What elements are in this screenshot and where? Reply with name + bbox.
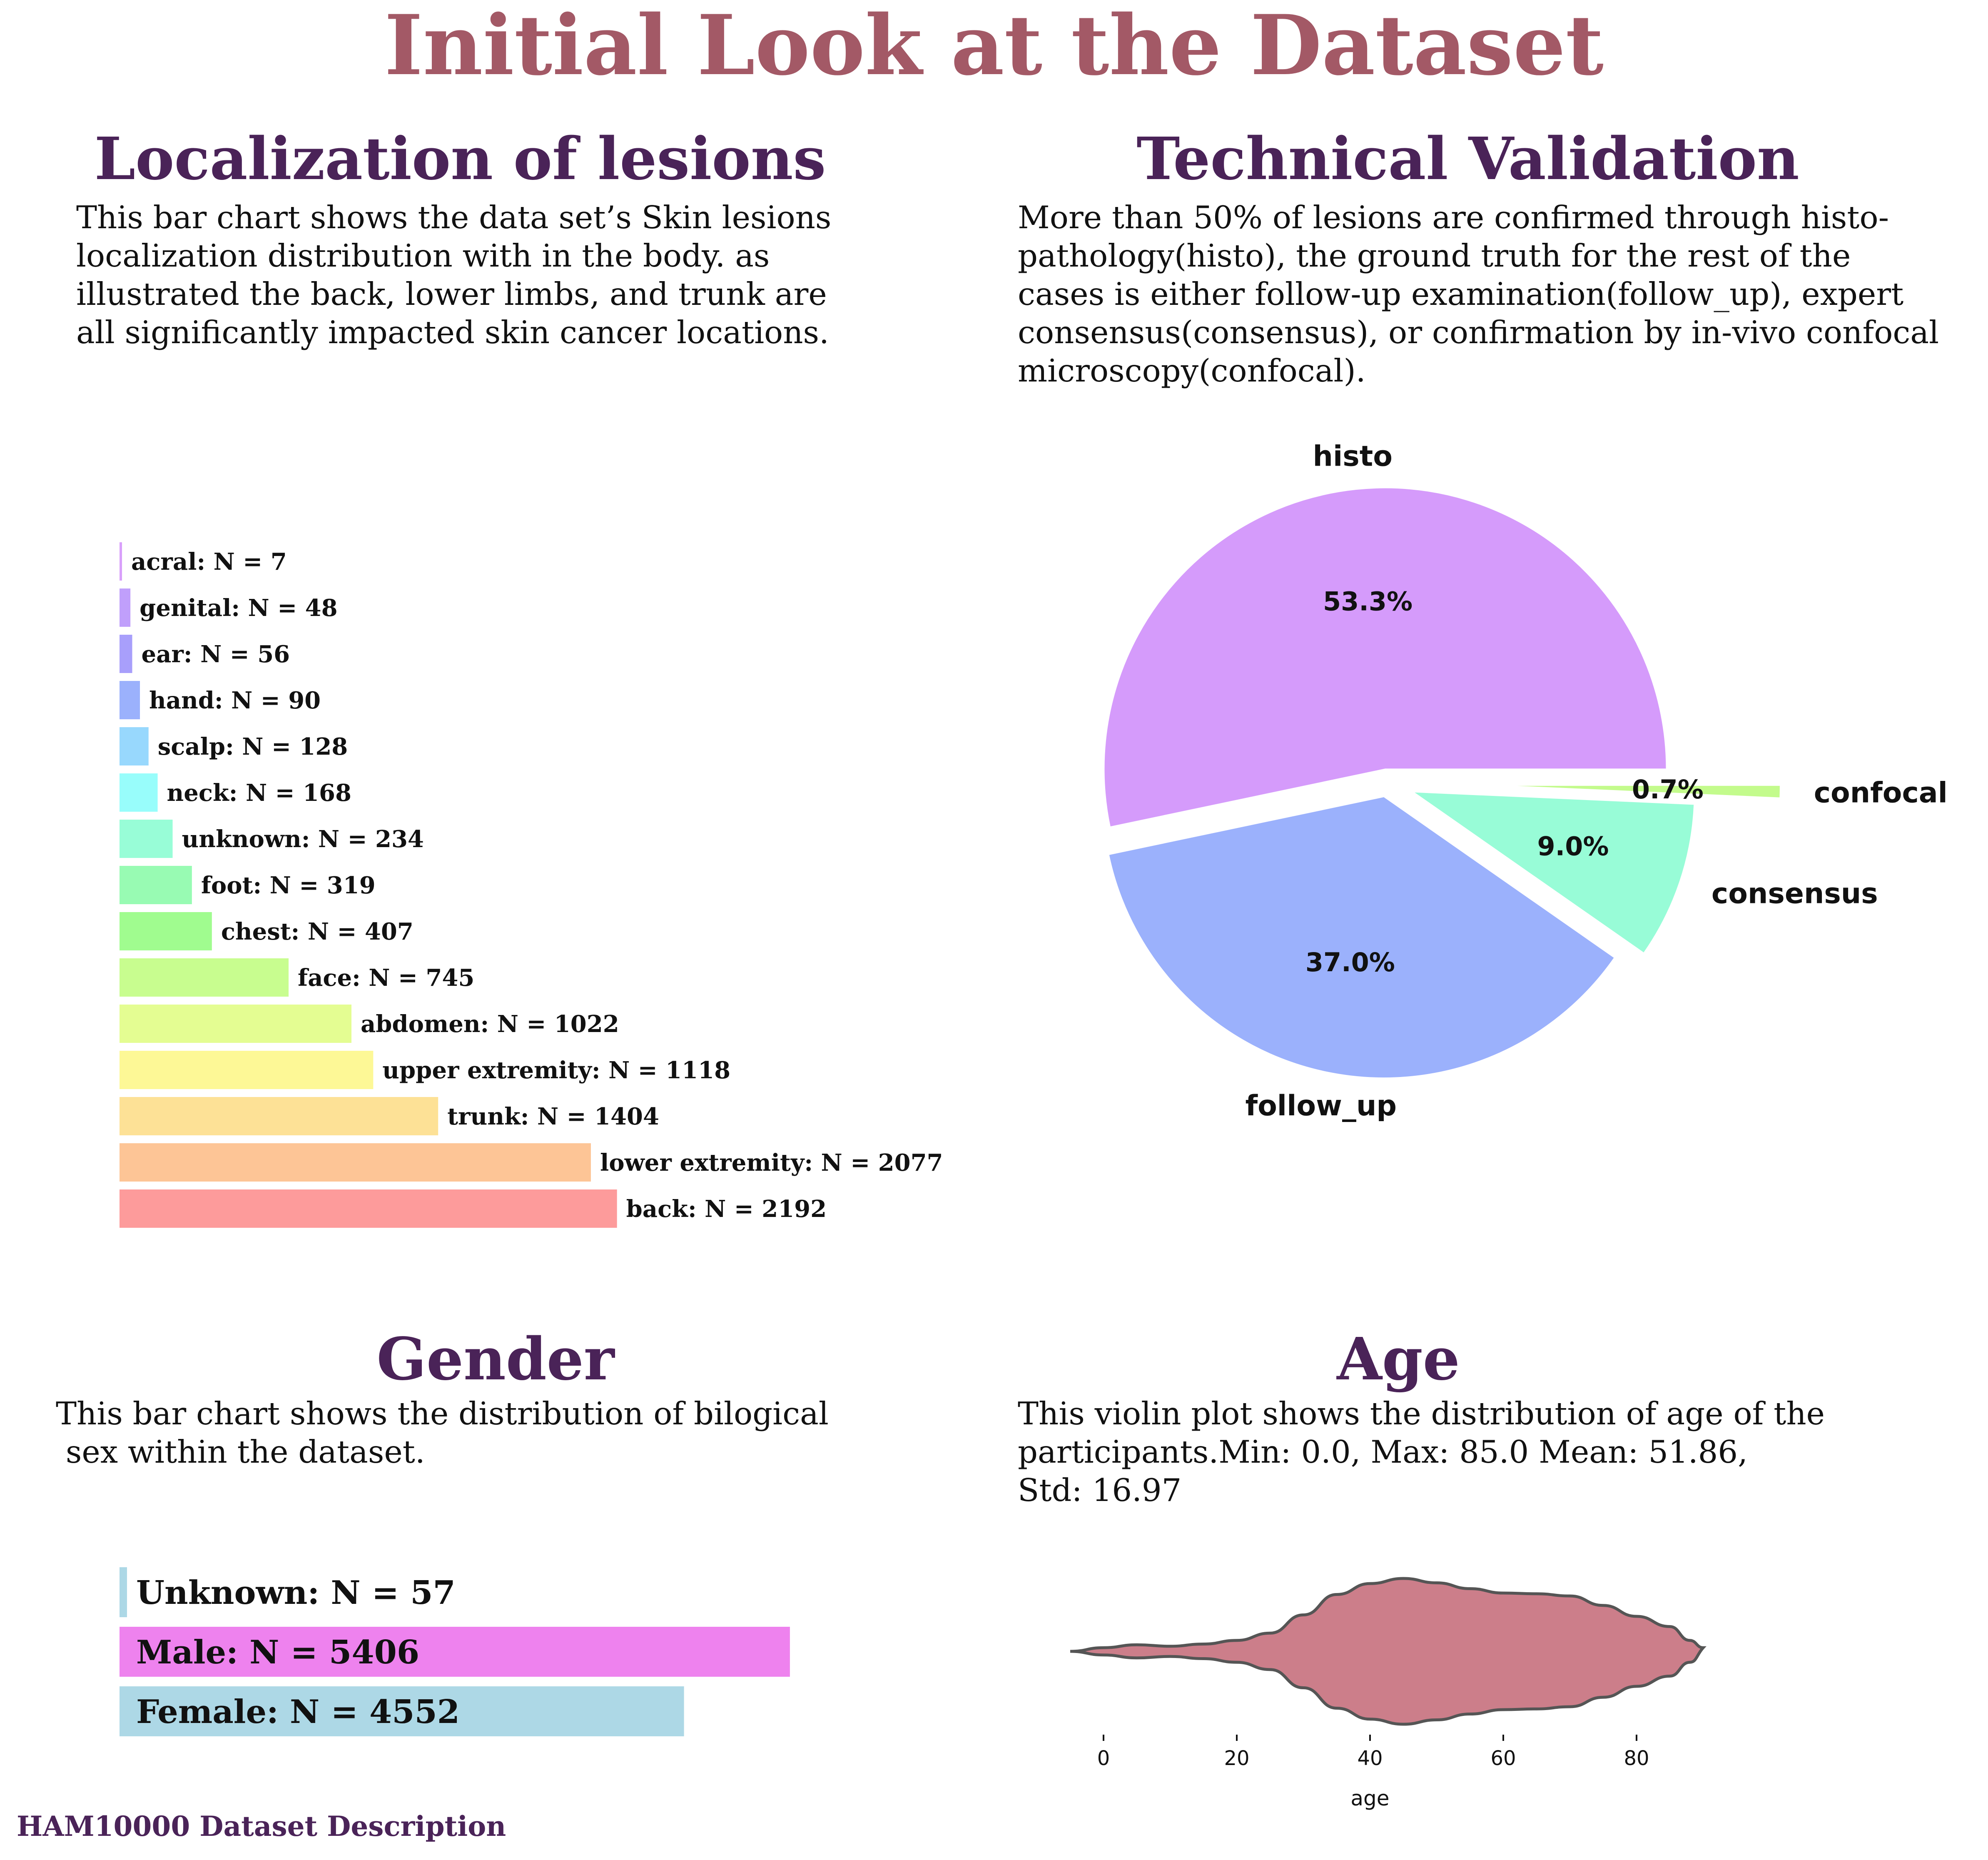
- localization-bar-ear: [120, 635, 132, 673]
- age-violin-plot: 0 20 40 60 80 age: [1070, 1577, 1706, 1810]
- age-violin-body: [1070, 1577, 1706, 1726]
- gender-bar-female: [120, 1686, 684, 1736]
- localization-bar-abdomen: [120, 1005, 351, 1043]
- age-heading: Age: [1336, 1325, 1460, 1394]
- pie-percent-label: 53.3%: [1323, 586, 1413, 617]
- localization-description-line-3: illustrated the back, lower limbs, and t…: [76, 276, 827, 312]
- localization-bar-face: [120, 958, 289, 997]
- localization-bar-trunk: [120, 1097, 438, 1135]
- footer-caption: HAM10000 Dataset Description: [17, 1810, 506, 1843]
- localization-bar-hand: [120, 681, 140, 719]
- localization-bar-label: abdomen: N = 1022: [361, 1010, 619, 1038]
- technical-description-line-3: cases is either follow-up examination(fo…: [1018, 276, 1903, 312]
- localization-bar-label: chest: N = 407: [221, 918, 414, 945]
- gender-description-line-2: sex within the dataset.: [56, 1434, 425, 1470]
- age-axis-tick-label: 0: [1097, 1747, 1110, 1770]
- localization-bar-label: lower extremity: N = 2077: [600, 1149, 943, 1177]
- localization-bar-acral: [120, 542, 122, 581]
- age-description-line-1: This violin plot shows the distribution …: [1018, 1395, 1825, 1432]
- pie-slice-histo: [1104, 487, 1667, 828]
- age-axis-tick-label: 40: [1357, 1747, 1383, 1770]
- localization-bar-chart: acral: N = 7 genital: N = 48 ear: N = 56 ha…: [120, 542, 943, 1228]
- localization-bar-chest: [120, 912, 212, 950]
- age-axis-tick-label: 80: [1624, 1747, 1649, 1770]
- gender-heading: Gender: [376, 1325, 615, 1394]
- age-axis-label: age: [1350, 1786, 1389, 1810]
- localization-bar-label: ear: N = 56: [142, 641, 290, 668]
- pie-percent-label: 0.7%: [1632, 774, 1704, 805]
- pie-slice-follow_up: [1108, 796, 1615, 1079]
- pie-category-label: histo: [1313, 440, 1393, 473]
- localization-bar-label: neck: N = 168: [167, 779, 351, 807]
- localization-bar-label: hand: N = 90: [149, 687, 321, 714]
- localization-bar-label: back: N = 2192: [626, 1195, 827, 1223]
- technical-description-line-5: microscopy(confocal).: [1018, 352, 1366, 389]
- localization-bar-label: trunk: N = 1404: [447, 1103, 659, 1130]
- localization-bar-label: face: N = 745: [298, 964, 474, 992]
- localization-bar-scalp: [120, 727, 149, 765]
- gender-bar-label: Female: N = 4552: [136, 1693, 460, 1731]
- localization-bar-label: genital: N = 48: [140, 594, 337, 622]
- localization-bar-lower-extremity: [120, 1143, 591, 1182]
- localization-bar-label: foot: N = 319: [201, 872, 376, 899]
- technical-description-line-2: pathology(histo), the ground truth for t…: [1018, 237, 1851, 274]
- technical-description-line-1: More than 50% of lesions are confirmed t…: [1018, 199, 1889, 236]
- localization-description-line-2: localization distribution with in the bo…: [76, 237, 770, 274]
- localization-bar-foot: [120, 866, 192, 904]
- page-title: Initial Look at the Dataset: [384, 0, 1604, 94]
- age-description-line-3: Std: 16.97: [1018, 1472, 1181, 1508]
- pie-percent-label: 9.0%: [1537, 831, 1609, 862]
- localization-bar-upper-extremity: [120, 1051, 374, 1089]
- pie-slice-confocal: [1499, 785, 1781, 798]
- technical-description-line-4: consensus(consensus), or confirmation by…: [1018, 314, 1939, 351]
- localization-heading: Localization of lesions: [95, 125, 826, 193]
- localization-bar-label: upper extremity: N = 1118: [382, 1057, 730, 1084]
- localization-bar-label: acral: N = 7: [131, 548, 287, 576]
- gender-bar-label: Male: N = 5406: [136, 1633, 419, 1671]
- validation-pie-chart: 53.3% histo 37.0% follow_up 9.0% consensus 0.7…: [1104, 440, 1948, 1122]
- pie-category-label: consensus: [1711, 877, 1878, 910]
- pie-category-label: follow_up: [1246, 1090, 1397, 1122]
- localization-bar-label: scalp: N = 128: [158, 733, 348, 760]
- gender-bar-chart: Unknown: N = 57 Male: N = 5406 Female: N =…: [120, 1567, 790, 1736]
- localization-bar-label: unknown: N = 234: [182, 825, 424, 853]
- localization-bar-back: [120, 1189, 617, 1228]
- pie-percent-label: 37.0%: [1305, 947, 1395, 977]
- pie-category-label: confocal: [1814, 777, 1948, 810]
- localization-description-line-1: This bar chart shows the data set’s Skin…: [76, 199, 831, 236]
- gender-bar-male: [120, 1627, 790, 1677]
- localization-bar-neck: [120, 773, 158, 812]
- localization-bar-genital: [120, 588, 131, 627]
- age-description-line-2: participants.Min: 0.0, Max: 85.0 Mean: 5…: [1018, 1434, 1748, 1470]
- age-axis-tick-label: 20: [1224, 1747, 1249, 1770]
- gender-bar-unknown: [120, 1567, 127, 1617]
- localization-bar-unknown: [120, 820, 173, 858]
- gender-description-line-1: This bar chart shows the distribution of…: [56, 1395, 829, 1432]
- technical-heading: Technical Validation: [1136, 125, 1799, 193]
- pie-slice-consensus: [1412, 791, 1695, 954]
- age-axis-tick-label: 60: [1490, 1747, 1516, 1770]
- gender-bar-label: Unknown: N = 57: [136, 1574, 456, 1612]
- localization-description-line-4: all significantly impacted skin cancer l…: [76, 314, 829, 351]
